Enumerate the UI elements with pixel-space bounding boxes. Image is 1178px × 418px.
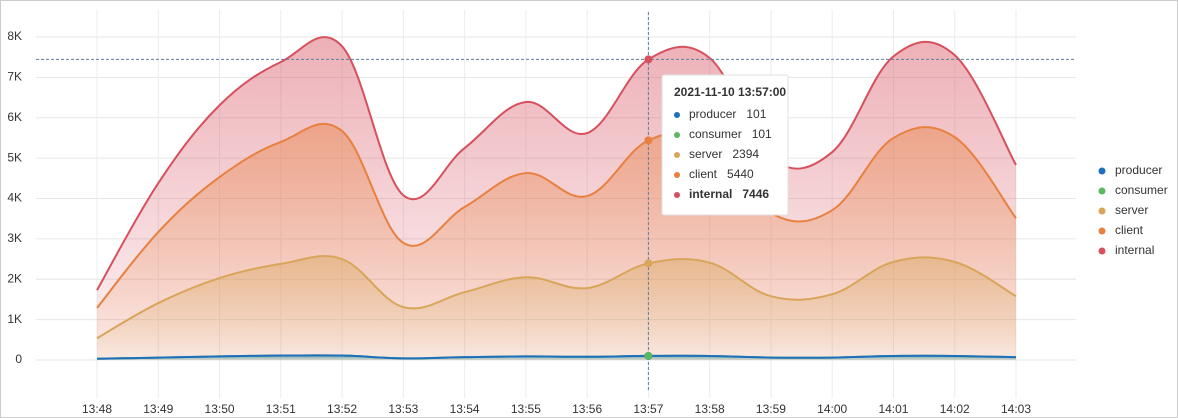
legend-label[interactable]: client <box>1115 223 1144 237</box>
legend: producer consumer server client internal <box>1098 163 1168 257</box>
x-tick-label: 13:48 <box>82 402 112 416</box>
y-tick-label: 5K <box>7 150 22 164</box>
x-tick-label: 13:49 <box>143 402 173 416</box>
tooltip-value: 7446 <box>742 187 769 201</box>
series-line <box>96 36 1017 291</box>
x-tick-label: 14:03 <box>1001 402 1031 416</box>
tooltip-name: internal <box>689 187 732 201</box>
series-line <box>96 122 1017 309</box>
x-tick-label: 13:51 <box>266 402 296 416</box>
area <box>97 256 1016 360</box>
tooltip: 2021-11-10 13:57:00 producer 101 consumer 10… <box>36 12 1076 392</box>
x-tick-label: 13:57 <box>633 402 663 416</box>
legend-label[interactable]: producer <box>1115 163 1162 177</box>
tooltip-value: 2394 <box>732 147 759 161</box>
x-tick-label: 13:59 <box>756 402 786 416</box>
legend-marker[interactable] <box>1098 187 1106 195</box>
tooltip-box <box>661 74 789 216</box>
x-tick-label: 13:56 <box>572 402 602 416</box>
tooltip-name: producer <box>689 107 736 121</box>
y-tick-label: 2K <box>7 271 22 285</box>
legend-marker[interactable] <box>1098 167 1106 175</box>
tooltip-marker <box>674 152 680 158</box>
lines <box>96 36 1017 360</box>
tooltip-marker <box>674 112 680 118</box>
series-line <box>96 255 1017 340</box>
x-tick-label: 13:53 <box>388 402 418 416</box>
area <box>97 355 1016 360</box>
legend-marker[interactable] <box>1098 207 1106 215</box>
hover-point <box>644 136 653 145</box>
hover-point <box>644 351 653 360</box>
x-tick-label: 14:01 <box>878 402 908 416</box>
x-tick-label: 13:52 <box>327 402 357 416</box>
x-tick-label: 14:02 <box>940 402 970 416</box>
y-tick-label: 1K <box>7 312 22 326</box>
y-tick-label: 4K <box>7 191 22 205</box>
y-tick-label: 6K <box>7 110 22 124</box>
x-tick-label: 13:54 <box>450 402 480 416</box>
x-tick-label: 14:00 <box>817 402 847 416</box>
tooltip-name: consumer <box>689 127 742 141</box>
tooltip-title: 2021-11-10 13:57:00 <box>674 85 786 99</box>
series-line <box>96 354 1017 360</box>
x-tick-label: 13:58 <box>695 402 725 416</box>
hover-point <box>644 259 653 268</box>
tooltip-name: client <box>689 167 718 181</box>
y-tick-label: 7K <box>7 70 22 84</box>
x-tick-label: 13:50 <box>205 402 235 416</box>
axes: 0 1K 2K 3K 4K 5K 6K 7K 8K 13:48 13:49 13:50 13:51 13:… <box>7 29 1031 416</box>
legend-marker[interactable] <box>1098 247 1106 255</box>
tooltip-value: 5440 <box>727 167 754 181</box>
y-tick-label: 3K <box>7 231 22 245</box>
legend-label[interactable]: internal <box>1115 243 1154 257</box>
tooltip-marker <box>674 132 680 138</box>
hover-point <box>644 55 653 64</box>
tooltip-marker <box>674 192 680 198</box>
legend-label[interactable]: server <box>1115 203 1148 217</box>
tooltip-name: server <box>689 147 722 161</box>
y-tick-label: 0 <box>15 352 22 366</box>
x-tick-label: 13:55 <box>511 402 541 416</box>
y-tick-label: 8K <box>7 29 22 43</box>
tooltip-marker <box>674 172 680 178</box>
areas <box>97 37 1016 360</box>
tooltip-value: 101 <box>746 107 766 121</box>
legend-marker[interactable] <box>1098 227 1106 235</box>
tooltip-value: 101 <box>752 127 772 141</box>
legend-label[interactable]: consumer <box>1115 183 1168 197</box>
